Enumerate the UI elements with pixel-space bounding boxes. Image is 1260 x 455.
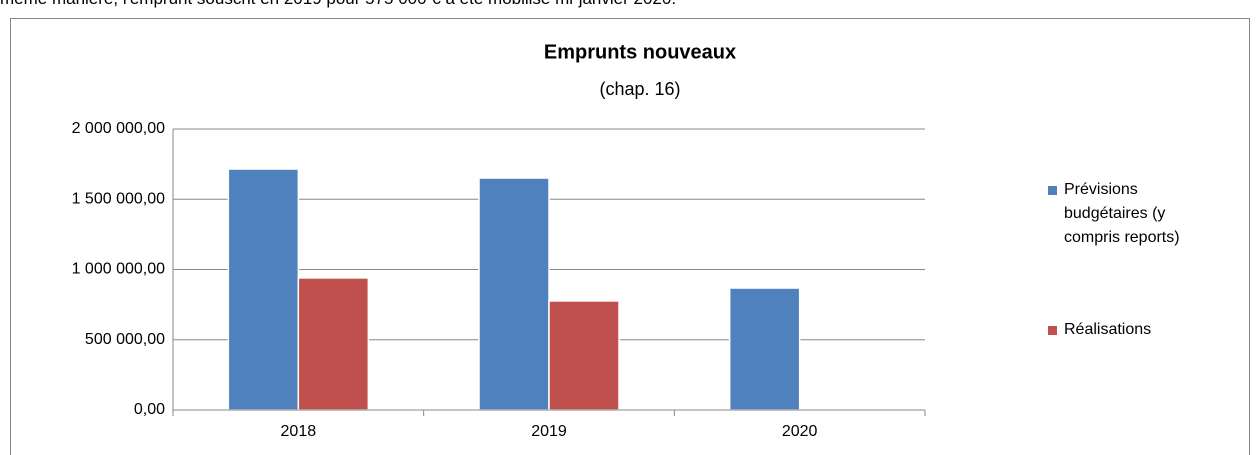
bar: [227, 168, 300, 411]
legend-label: Prévisions budgétaires (y compris report…: [1064, 181, 1180, 246]
chart-title: Emprunts nouveaux: [544, 41, 736, 63]
y-tick-label: 1 500 000,00: [72, 190, 166, 207]
bar: [548, 300, 620, 411]
y-tick-label: 0,00: [134, 401, 165, 418]
x-tick-label: 2020: [782, 423, 818, 440]
chart-subtitle: (chap. 16): [599, 79, 680, 99]
legend-swatch: [1048, 326, 1057, 335]
bar: [728, 287, 801, 411]
paragraph-text: même manière, l'emprunt souscrit en 2019…: [0, 0, 676, 9]
chart-frame: [10, 18, 1250, 455]
x-tick-label: 2019: [531, 423, 567, 440]
y-tick-label: 1 000 000,00: [72, 261, 166, 278]
y-tick-label: 2 000 000,00: [72, 120, 166, 137]
legend-item: Réalisations: [1048, 318, 1194, 342]
legend-label: Réalisations: [1064, 321, 1152, 338]
legend-item: Prévisions budgétaires (y compris report…: [1048, 178, 1194, 250]
bar: [297, 277, 370, 411]
x-tick-label: 2018: [281, 423, 317, 440]
legend-swatch: [1048, 186, 1057, 195]
y-tick-label: 500 000,00: [85, 331, 165, 348]
bar: [478, 177, 550, 411]
